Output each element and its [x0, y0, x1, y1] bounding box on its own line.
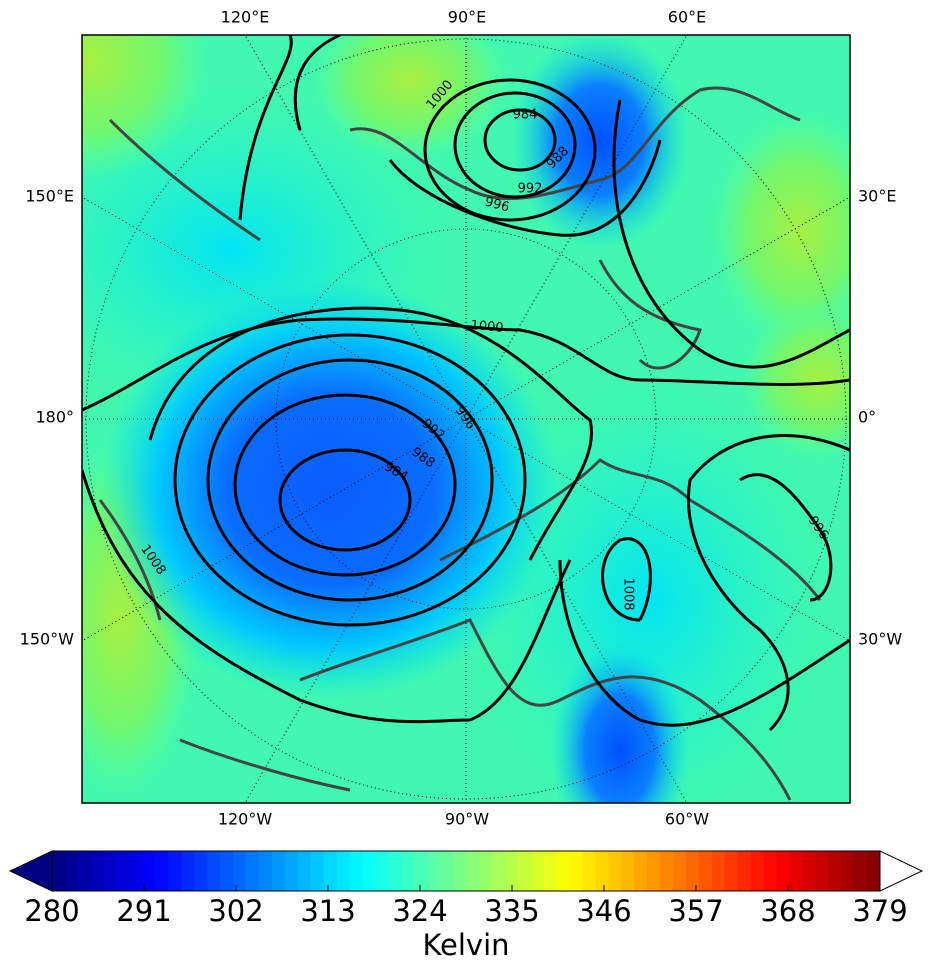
- colorbar-extend-low: [8, 850, 53, 892]
- colorbar-segment: [815, 851, 829, 891]
- colorbar-segment: [776, 851, 791, 891]
- colorbar-segment: [530, 851, 545, 891]
- colorbar-segment: [233, 851, 247, 891]
- colorbar-segment: [737, 851, 752, 891]
- colorbar-segment: [116, 851, 131, 891]
- contour-label: 984: [513, 108, 538, 123]
- longitude-label: 30°E: [858, 187, 896, 206]
- longitude-label: 60°W: [665, 810, 709, 829]
- colorbar-segment: [867, 851, 881, 891]
- colorbar-segment: [401, 851, 415, 891]
- colorbar-segment: [582, 851, 596, 891]
- contour-label: 996: [483, 195, 511, 216]
- colorbar-segment: [375, 851, 389, 891]
- longitude-label: 120°E: [221, 8, 270, 27]
- colorbar-segment: [608, 851, 622, 891]
- map-frame: [81, 34, 851, 804]
- colorbar-segment: [478, 851, 493, 891]
- contour-label: 1008: [621, 577, 636, 610]
- colorbar-segment: [711, 851, 726, 891]
- colorbar-segment: [750, 851, 765, 891]
- colorbar-tick-label: 324: [392, 894, 447, 928]
- colorbar-segment: [207, 851, 221, 891]
- colorbar-segment: [323, 851, 338, 891]
- colorbar-tick-label: 302: [208, 894, 263, 928]
- colorbar-segment: [220, 851, 234, 891]
- colorbar-segment: [673, 851, 687, 891]
- colorbar-segment: [634, 851, 648, 891]
- colorbar-tick-label: 291: [116, 894, 171, 928]
- colorbar-tick-label: 335: [484, 894, 539, 928]
- colorbar-segment: [142, 851, 157, 891]
- colorbar-segment: [336, 851, 351, 891]
- colorbar-tick-label: 313: [300, 894, 355, 928]
- longitude-label: 180°: [35, 408, 74, 427]
- colorbar-segment: [828, 851, 842, 891]
- colorbar-segment: [259, 851, 273, 891]
- colorbar-segment: [854, 851, 868, 891]
- colorbar-segment: [660, 851, 674, 891]
- colorbar-segment: [310, 851, 325, 891]
- colorbar-segment: [491, 851, 506, 891]
- colorbar-tick-label: 280: [24, 894, 79, 928]
- longitude-label: 120°W: [218, 810, 273, 829]
- colorbar-segment: [52, 851, 66, 891]
- colorbar-segment: [103, 851, 118, 891]
- colorbar-segment: [64, 851, 79, 891]
- colorbar-segment: [789, 851, 803, 891]
- colorbar-segment: [129, 851, 144, 891]
- longitude-label: 150°E: [25, 187, 74, 206]
- colorbar-segment: [297, 851, 312, 891]
- colorbar-segment: [556, 851, 571, 891]
- colorbar-segment: [440, 851, 454, 891]
- colorbar-segment: [802, 851, 816, 891]
- colorbar-tick-label: 357: [668, 894, 723, 928]
- colorbar-segment: [349, 851, 364, 891]
- colorbar-segment: [246, 851, 260, 891]
- colorbar-segment: [466, 851, 480, 891]
- colorbar-tick-label: 379: [852, 894, 907, 928]
- colorbar-segment: [569, 851, 584, 891]
- longitude-label: 150°W: [20, 630, 75, 649]
- colorbar-segment: [595, 851, 609, 891]
- contour-label: 992: [518, 182, 543, 197]
- colorbar-segment: [763, 851, 778, 891]
- colorbar-extend-high: [879, 850, 924, 892]
- colorbar-segment: [155, 851, 170, 891]
- longitude-label: 90°W: [445, 810, 489, 829]
- colorbar-segment: [414, 851, 428, 891]
- colorbar-segment: [698, 851, 713, 891]
- colorbar-segment: [362, 851, 377, 891]
- colorbar-segment: [504, 851, 519, 891]
- colorbar-segment: [685, 851, 700, 891]
- colorbar-segment: [168, 851, 182, 891]
- colorbar-segment: [647, 851, 661, 891]
- colorbar-segment: [517, 851, 532, 891]
- colorbar-tick-label: 346: [576, 894, 631, 928]
- colorbar-segment: [621, 851, 635, 891]
- colorbar-frame: [51, 850, 881, 892]
- colorbar-segment: [90, 851, 105, 891]
- colorbar-segment: [453, 851, 467, 891]
- colorbar-segment: [724, 851, 739, 891]
- colorbar-segment: [181, 851, 195, 891]
- colorbar-label: Kelvin: [422, 928, 509, 962]
- colorbar-segment: [543, 851, 558, 891]
- colorbar-segment: [77, 851, 92, 891]
- longitude-label: 0°: [858, 408, 876, 427]
- longitude-label: 30°W: [858, 630, 902, 649]
- colorbar-segment: [284, 851, 299, 891]
- contour-label: 1000: [470, 318, 504, 336]
- colorbar-segment: [427, 851, 441, 891]
- colorbar-segment: [194, 851, 208, 891]
- longitude-label: 60°E: [668, 8, 706, 27]
- colorbar-segment: [388, 851, 402, 891]
- longitude-label: 90°E: [448, 8, 486, 27]
- colorbar-segment: [271, 851, 286, 891]
- colorbar-tick-label: 368: [760, 894, 815, 928]
- colorbar-segment: [841, 851, 855, 891]
- colorbar: 280 291 302 313 324 335 346 357 368 379 Kelvin: [8, 850, 924, 962]
